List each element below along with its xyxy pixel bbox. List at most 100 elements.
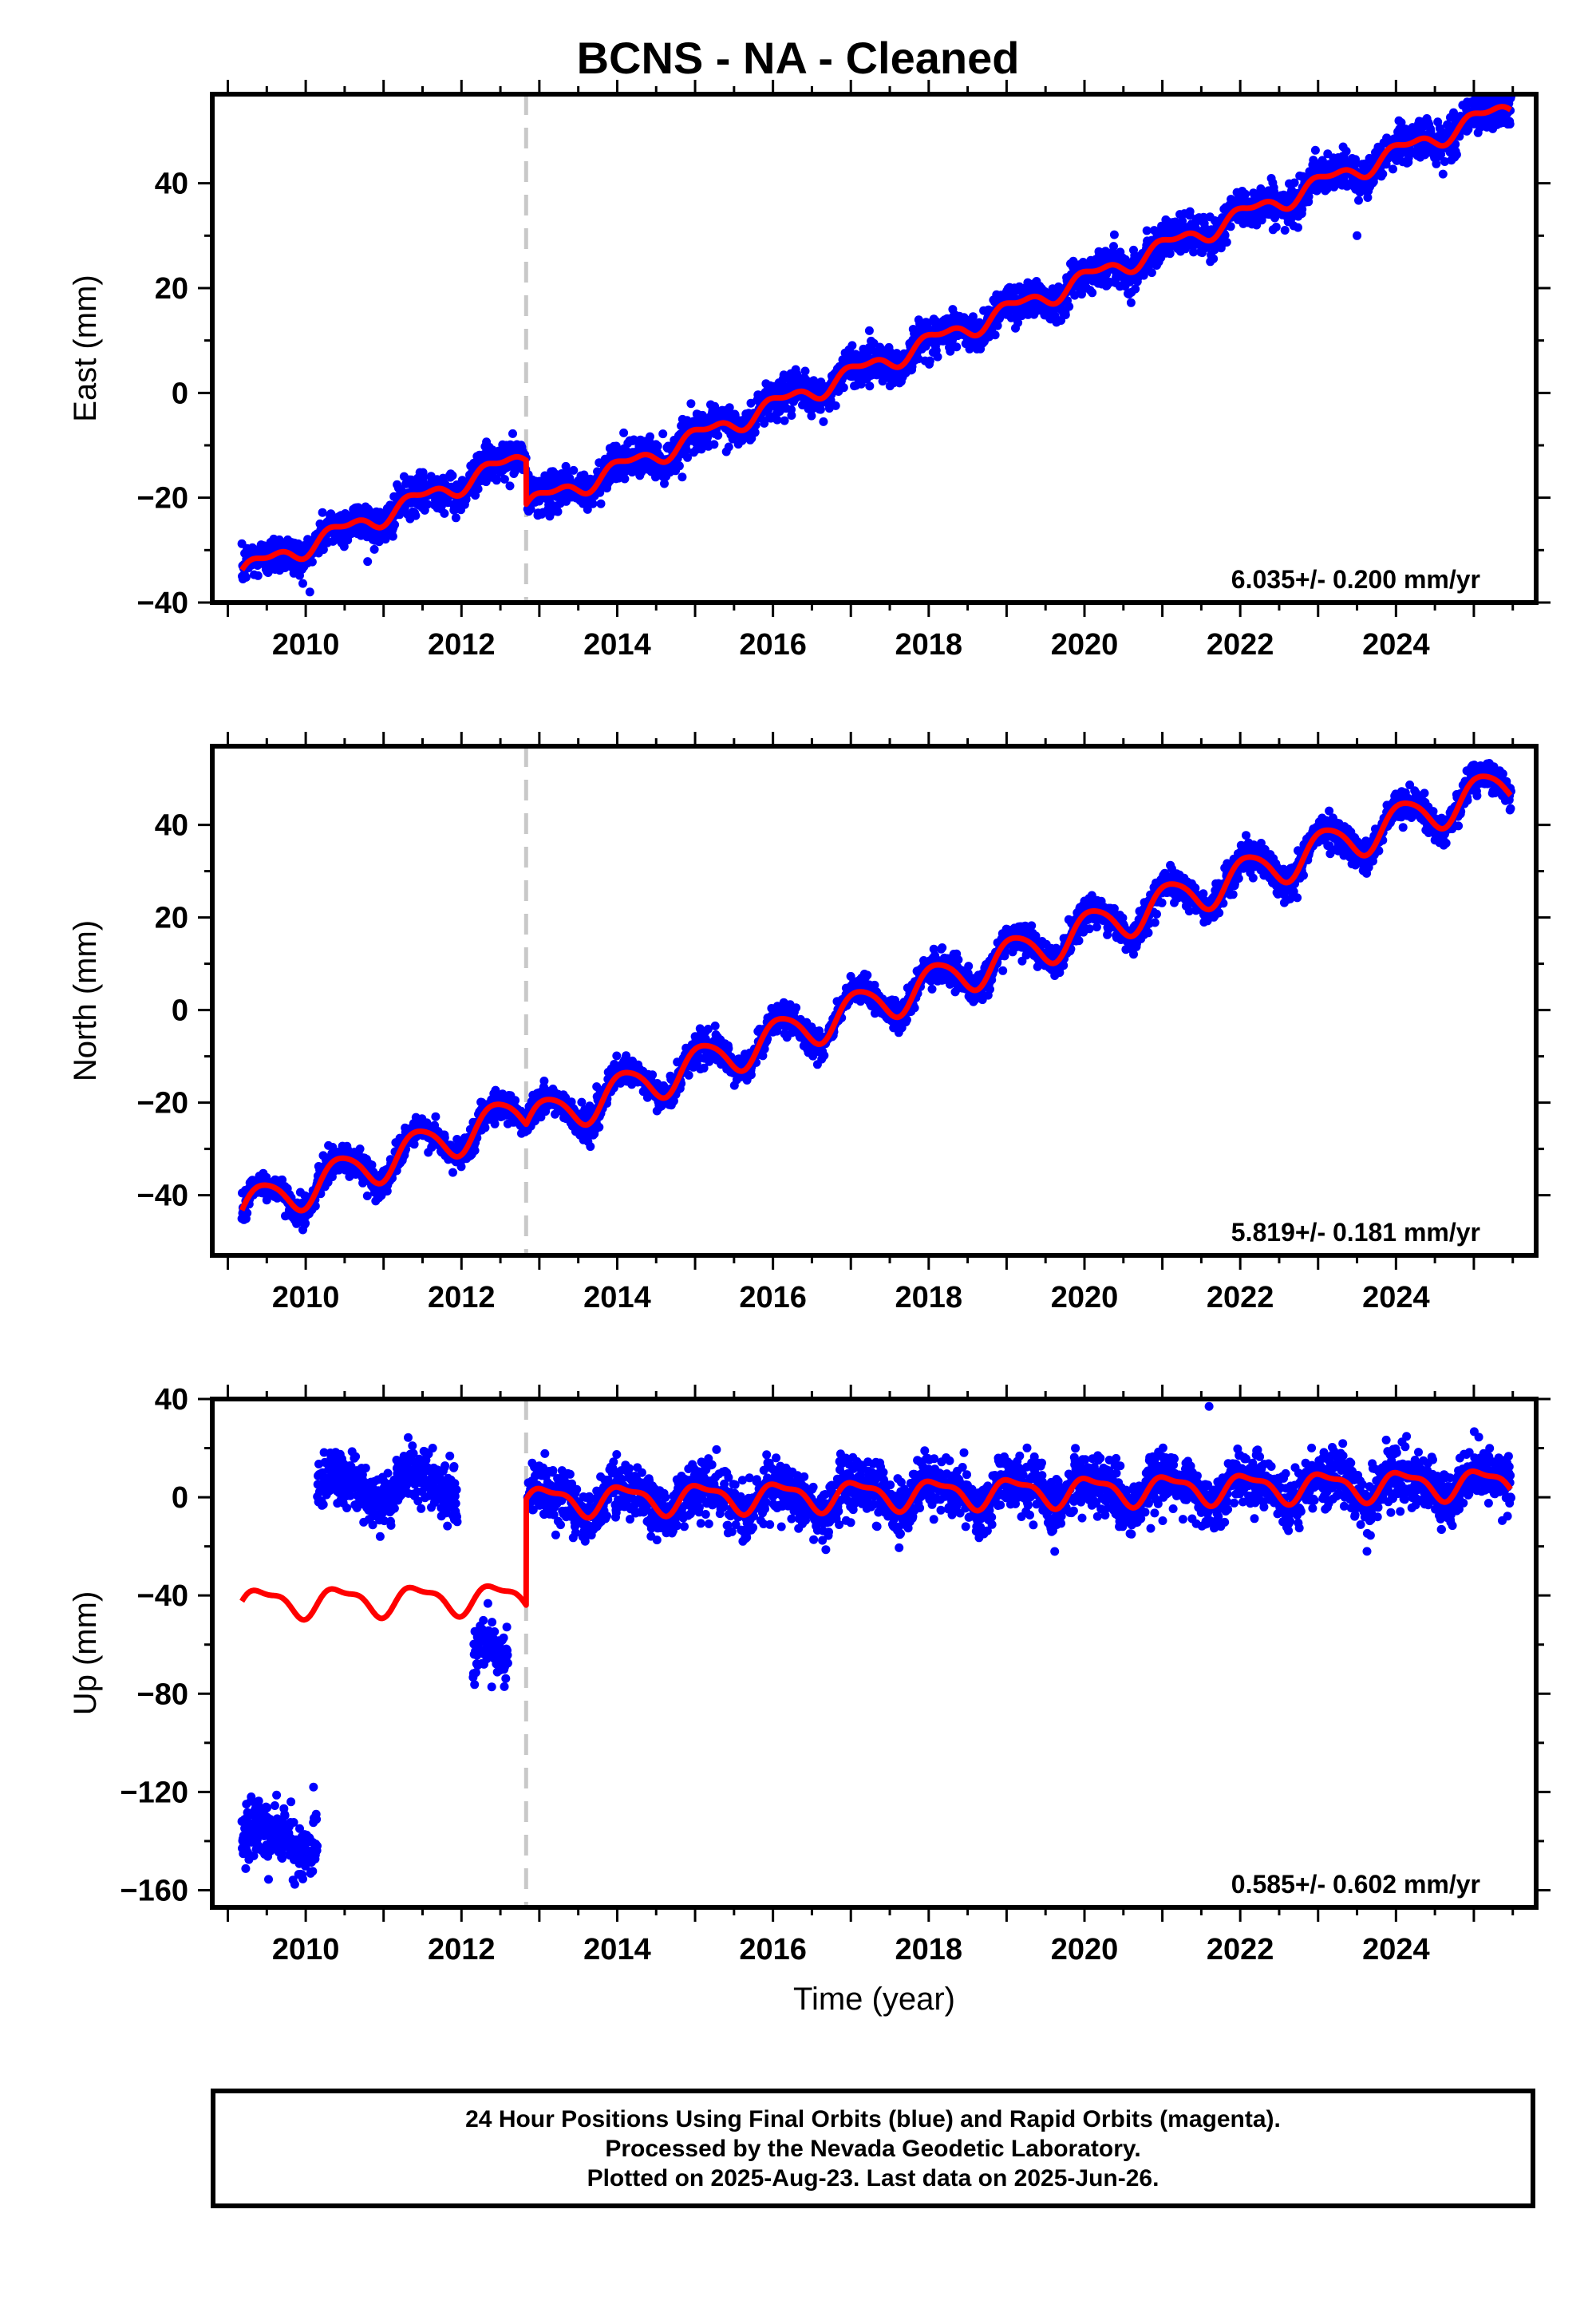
data-point [355,1144,365,1154]
data-point [1178,216,1187,226]
data-point [595,1122,604,1132]
data-point [1088,288,1097,298]
data-point [339,542,349,551]
data-point [1452,150,1461,160]
data-point [241,572,251,582]
data-point [856,379,866,389]
data-point [1492,77,1501,85]
data-point [526,504,535,514]
data-point [318,545,328,555]
data-point [490,1119,500,1128]
data-point [1304,192,1314,201]
data-point [1142,226,1152,235]
data-point [683,453,692,462]
y-tick-label: 0 [172,377,188,410]
data-point [583,504,592,514]
y-axis-label: East (mm) [68,275,103,421]
data-point [660,479,669,488]
data-point [388,532,397,541]
data-point [1432,159,1441,168]
data-point [1185,207,1195,216]
data-point [619,428,629,437]
data-point [1165,249,1175,259]
data-point [1363,193,1373,202]
data-point [470,1146,480,1156]
data-point [588,499,598,508]
data-point [318,508,327,517]
data-point [305,587,314,597]
data-point [1070,290,1080,300]
data-point [1298,204,1307,214]
data-point [725,403,734,413]
data-point [1353,231,1362,240]
x-tick-label: 2016 [739,628,807,662]
data-point [431,1112,440,1121]
data-point [1109,230,1119,239]
data-point [1220,231,1230,240]
data-point [1396,118,1406,128]
data-point [1126,298,1136,307]
data-point [500,475,509,484]
data-point [703,433,712,442]
data-point [839,383,848,393]
x-tick-label: 2018 [895,628,963,662]
data-point [1109,242,1118,251]
data-point [508,429,517,438]
x-tick-label: 2012 [428,628,496,662]
data-point [596,499,606,508]
data-point [674,461,684,471]
data-point [648,1070,658,1080]
data-point [629,435,638,445]
data-point [658,429,668,439]
data-point [1222,238,1231,247]
data-point [1354,196,1363,205]
data-points [237,77,1515,597]
data-point [492,476,501,485]
y-tick-label: 20 [155,272,188,306]
data-point [779,370,788,380]
data-point [681,445,691,455]
data-point [847,341,857,350]
data-point [807,411,816,421]
data-point [865,381,875,391]
data-point [411,511,421,520]
data-point [1271,223,1281,231]
data-point [925,356,934,366]
data-point [952,342,962,352]
data-point [620,474,630,484]
data-point [440,508,449,518]
data-point [816,405,825,414]
data-point [1241,189,1250,199]
data-point [390,520,400,529]
data-point [724,442,733,452]
data-point [1351,155,1360,164]
data-point [1505,120,1515,128]
data-point [1290,178,1299,188]
data-point [831,401,840,410]
data-point [612,1051,622,1061]
data-point [1257,215,1266,225]
data-point [946,346,955,356]
data-point [1438,169,1448,179]
data-point [764,404,773,413]
data-point [423,500,433,509]
y-tick-label: −40 [137,587,188,620]
data-point [369,544,379,554]
data-point [473,484,483,494]
data-point [1226,222,1235,231]
data-point [646,432,654,441]
data-point [419,472,429,482]
data-point [678,472,687,482]
data-point [1189,247,1199,257]
east-panel: 2010 2012 2014 2016 2018 2020 2022 2024−40−2002… [68,77,1551,662]
data-point [864,326,874,335]
data-point [933,352,942,362]
data-point [505,481,515,491]
data-point [553,507,563,516]
data-point [990,330,1000,340]
data-point [809,376,819,385]
y-tick-label: 40 [155,168,188,201]
data-point [586,1142,595,1152]
data-point [1147,268,1156,278]
